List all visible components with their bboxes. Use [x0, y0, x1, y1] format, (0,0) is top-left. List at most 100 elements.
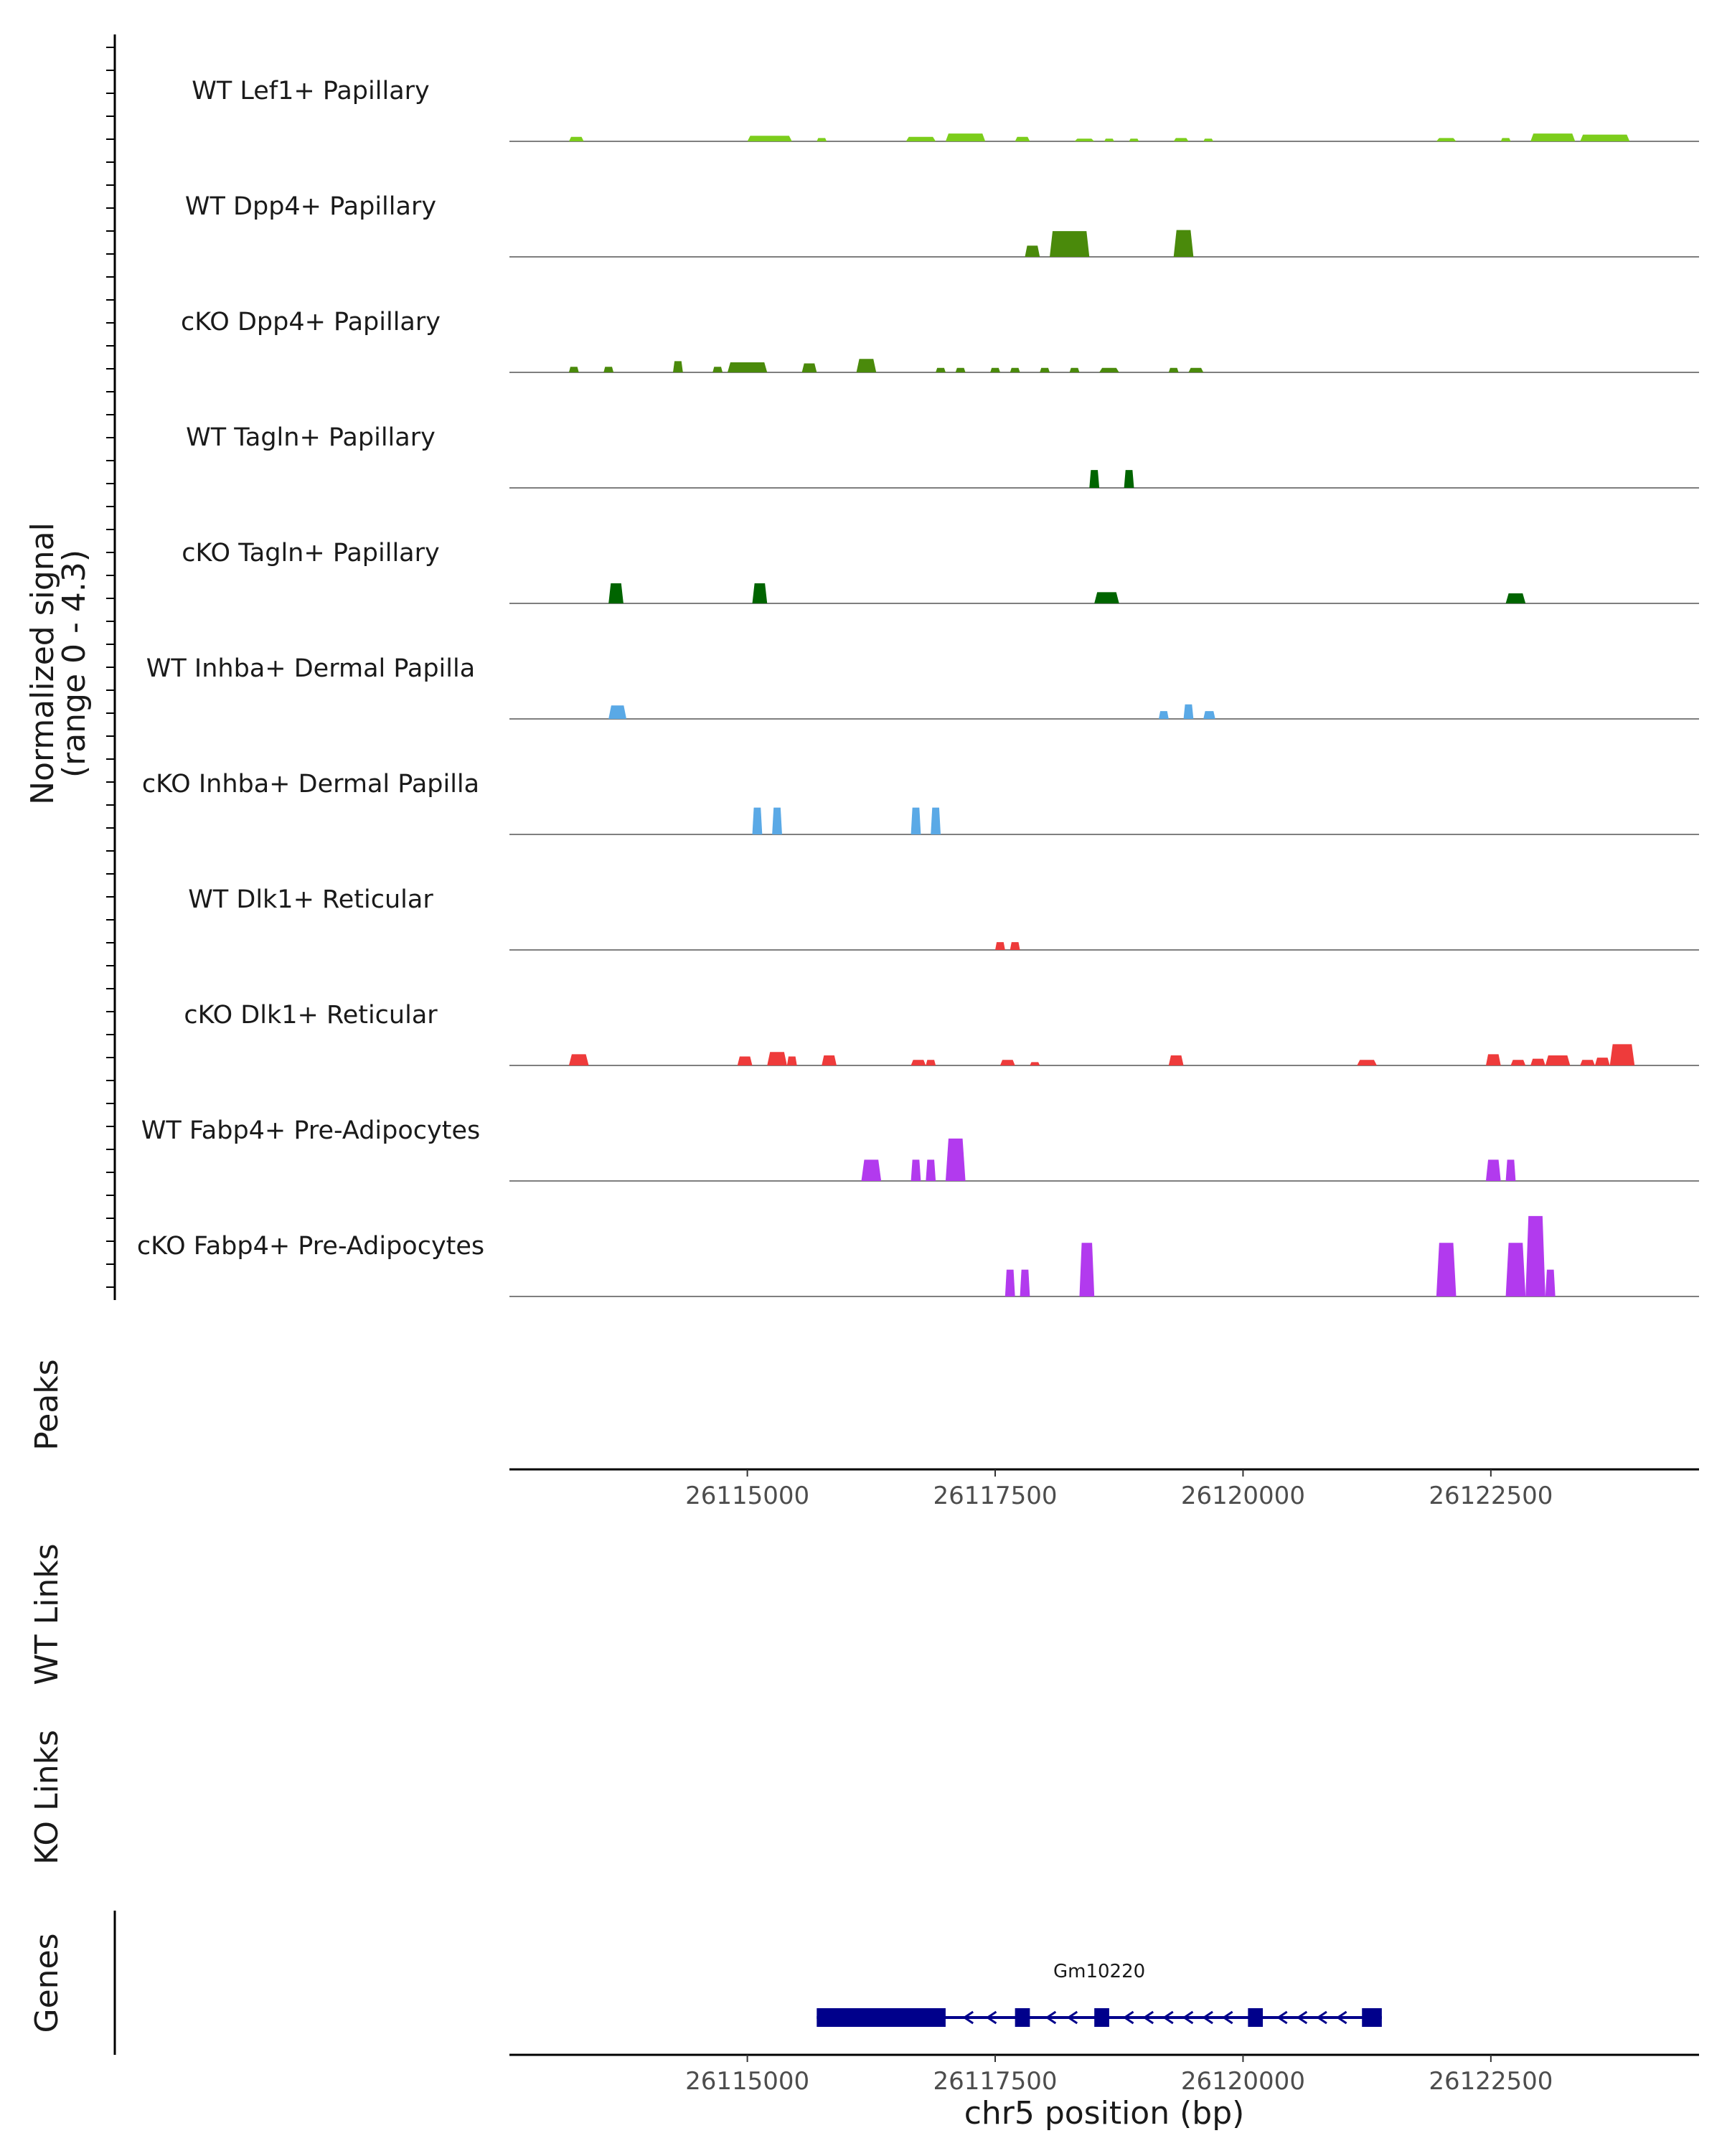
y-axis-title: Normalized signal [24, 522, 61, 805]
coverage-tracks: WT Lef1+ Papillary WT Dpp4+ Papillary cKO … [137, 77, 1699, 1297]
x-tick-label: 26120000 [1181, 2067, 1305, 2096]
peak [1079, 1243, 1095, 1296]
gene-strand-arrow [1162, 2010, 1174, 2025]
gene-exon [817, 2008, 946, 2027]
peak [990, 367, 1000, 372]
peak [1074, 138, 1095, 141]
peak [1485, 1054, 1501, 1065]
track-9: WT Fabp4+ Pre-Adipocytes [141, 1116, 1699, 1182]
peak [1203, 711, 1215, 719]
peak [1485, 1159, 1501, 1181]
gene-strand-arrow [1276, 2010, 1288, 2025]
track-label: WT Lef1+ Papillary [192, 77, 430, 105]
peak [995, 942, 1005, 950]
peak [1530, 133, 1576, 141]
peak [911, 1159, 921, 1181]
peak [1099, 367, 1119, 372]
track-label: WT Dpp4+ Papillary [185, 192, 436, 221]
peak [608, 583, 624, 603]
track-4: cKO Tagln+ Papillary [182, 539, 1699, 604]
gene-strand-arrow [1202, 2010, 1213, 2025]
track-label: cKO Inhba+ Dermal Papilla [142, 770, 479, 799]
peak [1168, 1055, 1184, 1065]
track-1: WT Dpp4+ Papillary [185, 192, 1699, 258]
gene-strand-arrow [1335, 2010, 1347, 2025]
peak [568, 367, 579, 372]
gene-exon [1015, 2008, 1030, 2027]
peak [767, 1052, 787, 1065]
peak [1505, 593, 1526, 603]
peak [727, 362, 768, 372]
gene-strand-arrow [962, 2010, 974, 2025]
peak [926, 1159, 936, 1181]
peak [786, 1056, 797, 1065]
peak [712, 367, 723, 372]
peak [936, 367, 946, 372]
peak [926, 1060, 936, 1065]
track-label: cKO Dpp4+ Papillary [181, 308, 441, 336]
peak [737, 1056, 753, 1065]
peaks-x-ticks: 26115000 26117500 26120000 26122500 [685, 1469, 1553, 1510]
track-label: cKO Dlk1+ Reticular [184, 1001, 438, 1030]
track-7: WT Dlk1+ Reticular [188, 885, 1699, 951]
peak [772, 807, 782, 834]
wt-links-panel-label: WT Links [29, 1543, 65, 1685]
track-label: WT Tagln+ Papillary [186, 423, 436, 452]
peak [1188, 367, 1204, 372]
peak [1158, 711, 1169, 719]
gene-strand-arrow [1222, 2010, 1233, 2025]
peak [603, 367, 614, 372]
peak [801, 363, 817, 372]
peak [905, 136, 936, 141]
gene-strand-arrow [1182, 2010, 1194, 2025]
peak [1500, 138, 1511, 141]
peak [568, 136, 584, 141]
peak [1004, 1269, 1015, 1296]
peak [1030, 1062, 1040, 1065]
peak [856, 359, 877, 372]
gene-exon [1248, 2008, 1264, 2027]
peak [1020, 1269, 1030, 1296]
peak [1357, 1060, 1377, 1065]
peak [817, 138, 827, 141]
peak [1183, 704, 1194, 719]
track-8: cKO Dlk1+ Reticular [184, 1001, 1699, 1066]
track-label: cKO Tagln+ Papillary [182, 539, 440, 568]
gene-exon [1362, 2008, 1382, 2027]
peak [1173, 138, 1189, 141]
peak [1015, 136, 1030, 141]
track-5: WT Inhba+ Dermal Papilla [146, 654, 1699, 720]
peak [945, 1138, 966, 1181]
track-3: WT Tagln+ Papillary [186, 423, 1699, 489]
x-axis-title: chr5 position (bp) [964, 2095, 1245, 2132]
track-6: cKO Inhba+ Dermal Papilla [142, 770, 1699, 835]
peak [568, 1054, 589, 1065]
x-tick-label: 26117500 [933, 1482, 1057, 1510]
peak [1545, 1269, 1556, 1296]
track-2: cKO Dpp4+ Papillary [181, 308, 1699, 373]
gene-strand-arrow [1316, 2010, 1327, 2025]
track-label: WT Fabp4+ Pre-Adipocytes [141, 1116, 480, 1145]
coverage-y-ticks [106, 47, 115, 1288]
x-tick-label: 26122500 [1429, 2067, 1553, 2096]
gene-name-label: Gm10220 [1053, 1961, 1145, 1982]
peak [1089, 470, 1100, 488]
peak [1069, 367, 1080, 372]
peak [1168, 367, 1179, 372]
peak [747, 136, 792, 141]
peak [1594, 1058, 1610, 1065]
genes-x-ticks: 26115000 26117500 26120000 26122500 [685, 2055, 1553, 2096]
y-axis-subtitle: (range 0 - 4.3) [56, 550, 93, 778]
x-tick-label: 26115000 [685, 2067, 809, 2096]
x-tick-label: 26117500 [933, 2067, 1057, 2096]
peak [1010, 367, 1020, 372]
peak [1530, 1058, 1545, 1065]
x-tick-label: 26115000 [685, 1482, 809, 1510]
peak [1010, 942, 1020, 950]
track-0: WT Lef1+ Papillary [192, 77, 1699, 142]
ko-links-panel-label: KO Links [29, 1730, 65, 1865]
peak [672, 361, 683, 372]
peak [1580, 134, 1630, 141]
gene-strand-arrow [1142, 2010, 1154, 2025]
